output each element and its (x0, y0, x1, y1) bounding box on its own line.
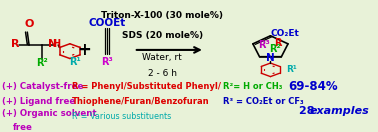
Text: R²: R² (269, 44, 280, 54)
Text: O: O (25, 19, 34, 29)
Text: (+) Catalyst-free: (+) Catalyst-free (3, 82, 84, 91)
Text: H: H (52, 39, 60, 49)
Text: (+) Ligand free: (+) Ligand free (3, 97, 76, 106)
Text: R¹= Various substituents: R¹= Various substituents (72, 112, 171, 121)
Text: N: N (48, 39, 57, 49)
Text: R: R (274, 38, 282, 48)
Text: examples: examples (310, 106, 369, 116)
Text: R³: R³ (101, 57, 113, 67)
Text: R: R (11, 39, 19, 49)
Text: 2 - 6 h: 2 - 6 h (148, 69, 177, 78)
Text: Water, rt: Water, rt (143, 53, 182, 62)
Text: R¹: R¹ (69, 57, 81, 67)
Text: free: free (13, 123, 33, 132)
Text: 69-84%: 69-84% (288, 80, 338, 93)
Text: CO₂Et: CO₂Et (271, 29, 300, 38)
Text: R³: R³ (258, 40, 270, 50)
Text: Triton-X-100 (30 mole%): Triton-X-100 (30 mole%) (101, 11, 223, 20)
Text: R³ = CO₂Et or CF₃: R³ = CO₂Et or CF₃ (223, 97, 303, 106)
Text: 28: 28 (299, 106, 318, 116)
Text: SDS (20 mole%): SDS (20 mole%) (122, 31, 203, 40)
Text: R²= H or CH₃: R²= H or CH₃ (223, 82, 282, 91)
Text: R = Phenyl/Substituted Phenyl/: R = Phenyl/Substituted Phenyl/ (72, 82, 220, 91)
Text: R¹: R¹ (287, 65, 297, 74)
Text: R²: R² (36, 58, 47, 69)
Text: +: + (77, 41, 91, 59)
Text: (+) Organic solvent: (+) Organic solvent (3, 109, 97, 118)
Text: Thiophene/Furan/Benzofuran: Thiophene/Furan/Benzofuran (72, 97, 209, 106)
Text: N: N (266, 53, 275, 63)
Text: COOEt: COOEt (88, 18, 126, 28)
